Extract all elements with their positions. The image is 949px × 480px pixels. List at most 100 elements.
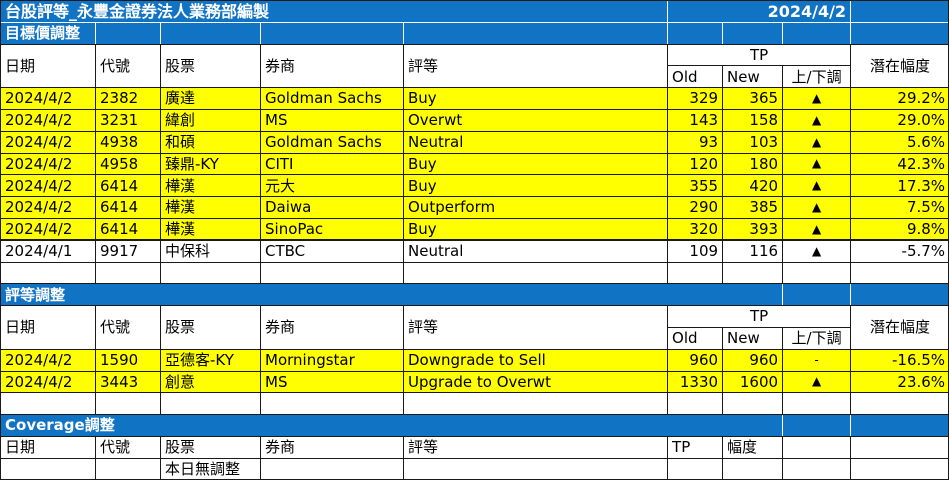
cell-rating: Buy bbox=[402, 217, 669, 242]
cell-broker: Goldman Sachs bbox=[260, 130, 404, 154]
cell-code: 3443 bbox=[95, 370, 161, 394]
cell-date: 2024/4/2 bbox=[0, 174, 96, 198]
title-row: 台股評等_永豐金證券法人業務部編製 2024/4/2 bbox=[0, 0, 949, 23]
col-header-new: New bbox=[722, 65, 784, 89]
cell-date: 2024/4/2 bbox=[0, 348, 96, 372]
col-header-rating: 評等 bbox=[402, 435, 669, 459]
section-bar-rating-change: 評等調整 bbox=[0, 283, 949, 307]
col-header-direction: 上/下調 bbox=[782, 65, 852, 89]
cell-broker: 元大 bbox=[260, 174, 404, 198]
header-row: 日期 代號 股票 券商 評等 TP 潛在幅度 bbox=[0, 43, 949, 89]
cell-rating: Upgrade to Overwt bbox=[402, 370, 669, 394]
cell-broker: CITI bbox=[260, 152, 404, 176]
cell-date: 2024/4/2 bbox=[0, 87, 96, 110]
coverage-note: 本日無調整 bbox=[160, 457, 261, 480]
table-row: 2024/4/2 2382 廣達 Goldman Sachs Buy 329 3… bbox=[0, 87, 949, 110]
cell-stock: 臻鼎-KY bbox=[160, 152, 261, 176]
col-header-amplitude: 幅度 bbox=[722, 435, 784, 459]
section-bar-cell bbox=[782, 21, 852, 45]
coverage-header-row: 日期 代號 股票 券商 評等 TP 幅度 bbox=[0, 435, 949, 459]
cell-direction: ▲ bbox=[782, 370, 852, 394]
col-header-tp: TP bbox=[667, 43, 852, 67]
col-header-tp: TP bbox=[667, 305, 852, 328]
cell-rating: Neutral bbox=[402, 239, 669, 263]
cell-tp-old: 290 bbox=[667, 196, 724, 219]
cell-stock: 樺漢 bbox=[160, 217, 261, 242]
cell-tp-old: 1330 bbox=[667, 370, 724, 394]
section-bar-cell bbox=[850, 414, 949, 437]
cell-direction: ▲ bbox=[782, 152, 852, 176]
col-header-broker: 券商 bbox=[260, 435, 404, 459]
cell-empty bbox=[850, 435, 949, 459]
cell-date: 2024/4/2 bbox=[0, 108, 96, 132]
col-header-stock: 股票 bbox=[160, 43, 261, 89]
table-row: 2024/4/2 3231 緯創 MS Overwt 143 158 ▲ 29.… bbox=[0, 108, 949, 132]
section-bar-cell bbox=[850, 283, 949, 307]
cell-broker: Morningstar bbox=[260, 348, 404, 372]
table-row: 2024/4/2 1590 亞德客-KY Morningstar Downgra… bbox=[0, 348, 949, 372]
col-header-potential: 潛在幅度 bbox=[850, 305, 949, 350]
cell-empty bbox=[0, 457, 96, 480]
table-row: 2024/4/2 4958 臻鼎-KY CITI Buy 120 180 ▲ 4… bbox=[0, 152, 949, 176]
cell-direction: ▲ bbox=[782, 108, 852, 132]
table-row: 2024/4/2 3443 創意 MS Upgrade to Overwt 13… bbox=[0, 370, 949, 394]
cell-code: 2382 bbox=[95, 87, 161, 110]
cell-tp-new: 103 bbox=[722, 130, 784, 154]
table-row: 2024/4/1 9917 中保科 CTBC Neutral 109 116 ▲… bbox=[0, 239, 949, 263]
rating-change-rows: 2024/4/2 1590 亞德客-KY Morningstar Downgra… bbox=[0, 348, 949, 394]
cell-rating: Buy bbox=[402, 174, 669, 198]
cell-tp-new: 385 bbox=[722, 196, 784, 219]
cell-empty bbox=[95, 261, 161, 285]
table-row: 2024/4/2 6414 樺漢 元大 Buy 355 420 ▲ 17.3% bbox=[0, 174, 949, 198]
cell-rating: Outperform bbox=[402, 196, 669, 219]
cell-code: 9917 bbox=[95, 239, 161, 263]
header-subrow: Old New 上/下調 bbox=[1, 65, 949, 89]
cell-tp-new: 180 bbox=[722, 152, 784, 176]
cell-potential: 7.5% bbox=[850, 196, 949, 219]
target-price-rows: 2024/4/2 2382 廣達 Goldman Sachs Buy 329 3… bbox=[0, 87, 949, 263]
cell-code: 4938 bbox=[95, 130, 161, 154]
cell-stock: 中保科 bbox=[160, 239, 261, 263]
table-row: 2024/4/2 6414 樺漢 SinoPac Buy 320 393 ▲ 9… bbox=[0, 217, 949, 242]
cell-potential: 23.6% bbox=[850, 370, 949, 394]
cell-tp-old: 329 bbox=[667, 87, 724, 110]
cell-empty bbox=[850, 457, 949, 480]
cell-date: 2024/4/2 bbox=[0, 196, 96, 219]
col-header-code: 代號 bbox=[95, 305, 161, 350]
cell-empty bbox=[402, 392, 669, 416]
col-header-direction: 上/下調 bbox=[782, 326, 852, 350]
cell-stock: 亞德客-KY bbox=[160, 348, 261, 372]
cell-date: 2024/4/2 bbox=[0, 152, 96, 176]
cell-rating: Neutral bbox=[402, 130, 669, 154]
coverage-note-row: 本日無調整 bbox=[0, 457, 949, 480]
cell-empty bbox=[160, 392, 261, 416]
cell-potential: 9.8% bbox=[850, 217, 949, 242]
cell-code: 6414 bbox=[95, 217, 161, 242]
cell-potential: 29.2% bbox=[850, 87, 949, 110]
cell-stock: 樺漢 bbox=[160, 174, 261, 198]
cell-direction: ▲ bbox=[782, 130, 852, 154]
cell-stock: 緯創 bbox=[160, 108, 261, 132]
cell-empty bbox=[667, 457, 724, 480]
cell-direction: ▲ bbox=[782, 87, 852, 110]
cell-stock: 和碩 bbox=[160, 130, 261, 154]
cell-potential: -5.7% bbox=[850, 239, 949, 263]
cell-code: 4958 bbox=[95, 152, 161, 176]
cell-tp-new: 420 bbox=[722, 174, 784, 198]
section-bar-cell bbox=[95, 21, 161, 45]
section-heading-target-price: 目標價調整 bbox=[0, 21, 96, 45]
header-row: 日期 代號 股票 券商 評等 TP 潛在幅度 bbox=[0, 305, 949, 350]
cell-broker: Goldman Sachs bbox=[260, 87, 404, 110]
empty-row bbox=[0, 392, 949, 416]
cell-direction: ▲ bbox=[782, 239, 852, 263]
section-bar-cell bbox=[667, 21, 724, 45]
title-spacer-cell bbox=[850, 0, 949, 23]
col-header-date: 日期 bbox=[0, 305, 96, 350]
cell-code: 6414 bbox=[95, 196, 161, 219]
cell-empty bbox=[667, 392, 724, 416]
section-heading-rating-change: 評等調整 bbox=[0, 283, 784, 307]
cell-date: 2024/4/2 bbox=[0, 217, 96, 242]
cell-empty bbox=[95, 392, 161, 416]
cell-tp-new: 393 bbox=[722, 217, 784, 242]
